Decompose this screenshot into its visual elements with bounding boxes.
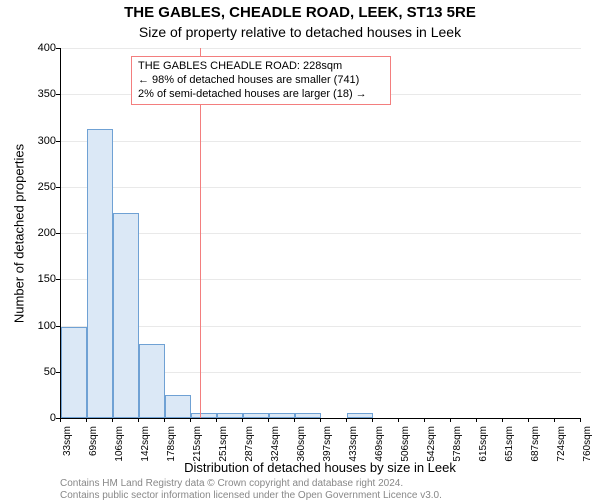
x-tick-mark [528,418,529,422]
x-tick-mark [554,418,555,422]
x-tick-mark [580,418,581,422]
gridline [61,187,581,188]
x-tick-mark [216,418,217,422]
x-tick-label: 251sqm [218,426,229,466]
x-tick-mark [450,418,451,422]
y-tick-label: 200 [16,227,56,239]
x-tick-label: 578sqm [452,426,463,466]
histogram-bar [347,413,373,418]
x-tick-mark [476,418,477,422]
x-tick-mark [346,418,347,422]
x-tick-label: 69sqm [88,426,99,466]
x-tick-label: 724sqm [556,426,567,466]
x-tick-mark [502,418,503,422]
y-tick-label: 350 [16,88,56,100]
histogram-bar [87,129,113,418]
x-tick-label: 33sqm [62,426,73,466]
x-axis-label: Distribution of detached houses by size … [60,460,580,475]
chart-title: THE GABLES, CHEADLE ROAD, LEEK, ST13 5RE [0,4,600,21]
histogram-bar [243,413,269,418]
x-tick-label: 215sqm [192,426,203,466]
x-tick-mark [86,418,87,422]
x-tick-label: 760sqm [582,426,593,466]
annotation-box: THE GABLES CHEADLE ROAD: 228sqm← 98% of … [131,56,391,105]
plot-area: THE GABLES CHEADLE ROAD: 228sqm← 98% of … [60,48,581,419]
chart-subtitle: Size of property relative to detached ho… [0,24,600,40]
y-tick-label: 400 [16,42,56,54]
gridline [61,233,581,234]
x-tick-label: 397sqm [322,426,333,466]
y-tick-mark [56,279,60,280]
histogram-bar [113,213,139,418]
x-tick-label: 142sqm [140,426,151,466]
footer-line-1: Contains HM Land Registry data © Crown c… [60,478,403,489]
gridline [61,48,581,49]
y-tick-mark [56,187,60,188]
x-tick-mark [164,418,165,422]
histogram-bar [217,413,243,418]
x-tick-mark [424,418,425,422]
histogram-bar [269,413,295,418]
y-tick-label: 300 [16,135,56,147]
x-tick-label: 542sqm [426,426,437,466]
x-tick-label: 469sqm [374,426,385,466]
x-tick-label: 615sqm [478,426,489,466]
x-tick-mark [190,418,191,422]
histogram-bar [139,344,165,418]
gridline [61,279,581,280]
y-tick-label: 0 [16,412,56,424]
x-tick-mark [320,418,321,422]
x-tick-mark [268,418,269,422]
y-tick-label: 50 [16,366,56,378]
y-tick-label: 150 [16,273,56,285]
gridline [61,141,581,142]
x-tick-label: 106sqm [114,426,125,466]
x-tick-label: 433sqm [348,426,359,466]
x-tick-mark [112,418,113,422]
x-tick-label: 178sqm [166,426,177,466]
x-tick-mark [372,418,373,422]
x-tick-label: 360sqm [296,426,307,466]
footer-line-2: Contains public sector information licen… [60,490,442,501]
x-tick-mark [138,418,139,422]
chart-container: THE GABLES, CHEADLE ROAD, LEEK, ST13 5RE… [0,0,600,500]
y-tick-mark [56,326,60,327]
y-tick-mark [56,372,60,373]
annotation-text-line: THE GABLES CHEADLE ROAD: 228sqm [138,60,384,74]
x-tick-mark [294,418,295,422]
histogram-bar [295,413,321,418]
histogram-bar [61,327,87,418]
histogram-bar [191,413,217,418]
x-tick-label: 287sqm [244,426,255,466]
y-tick-mark [56,141,60,142]
x-tick-label: 687sqm [530,426,541,466]
x-tick-label: 506sqm [400,426,411,466]
x-tick-label: 324sqm [270,426,281,466]
annotation-text-line: ← 98% of detached houses are smaller (74… [138,74,384,88]
y-tick-label: 250 [16,181,56,193]
y-tick-mark [56,48,60,49]
x-tick-label: 651sqm [504,426,515,466]
y-tick-mark [56,94,60,95]
x-tick-mark [242,418,243,422]
x-tick-mark [60,418,61,422]
x-tick-mark [398,418,399,422]
gridline [61,326,581,327]
annotation-text-line: 2% of semi-detached houses are larger (1… [138,88,384,102]
y-tick-mark [56,233,60,234]
histogram-bar [165,395,191,418]
y-tick-label: 100 [16,320,56,332]
